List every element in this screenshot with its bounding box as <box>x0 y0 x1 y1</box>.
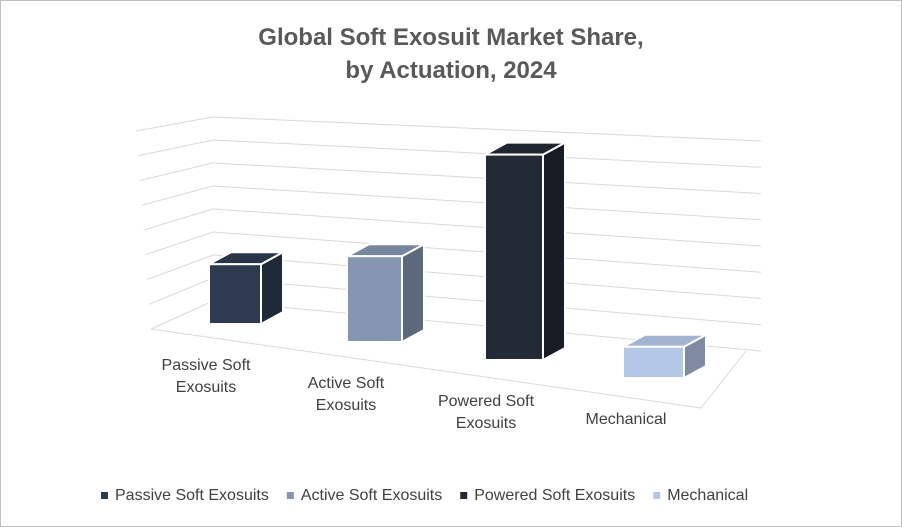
grid-line <box>147 254 214 280</box>
bar <box>208 263 262 326</box>
x-tick-label: Passive Soft Exosuits <box>161 357 251 396</box>
grid-line <box>143 208 214 231</box>
legend-marker <box>653 492 661 499</box>
legend-marker <box>101 492 108 499</box>
floor-edge <box>150 328 702 409</box>
grid-line <box>150 300 214 330</box>
legend-label: Mechanical <box>667 487 748 504</box>
x-tick-label: Active Soft Exosuits <box>307 375 385 414</box>
x-tick-label: Powered Soft Exosuits <box>437 393 535 432</box>
chart-title: Global Soft Exosuit Market Share, by Act… <box>258 24 644 84</box>
x-tick-label: Mechanical <box>585 411 667 428</box>
grid-line <box>145 231 214 256</box>
grid-line <box>141 185 214 206</box>
floor-edge <box>700 350 747 409</box>
legend-label: Active Soft Exosuits <box>301 487 442 504</box>
legend-marker <box>286 492 294 499</box>
bar <box>346 255 403 343</box>
bar-side <box>542 140 566 362</box>
bar-side <box>401 242 425 344</box>
grid-line <box>137 139 214 157</box>
grid-line <box>212 116 762 142</box>
grid-line <box>148 277 214 305</box>
legend-label: Passive Soft Exosuits <box>115 487 269 504</box>
legend-label: Powered Soft Exosuits <box>474 487 635 504</box>
legend-marker <box>460 492 468 499</box>
grid-line <box>139 162 214 181</box>
grid-line <box>135 116 214 132</box>
bar <box>484 153 544 361</box>
bar <box>622 345 685 379</box>
